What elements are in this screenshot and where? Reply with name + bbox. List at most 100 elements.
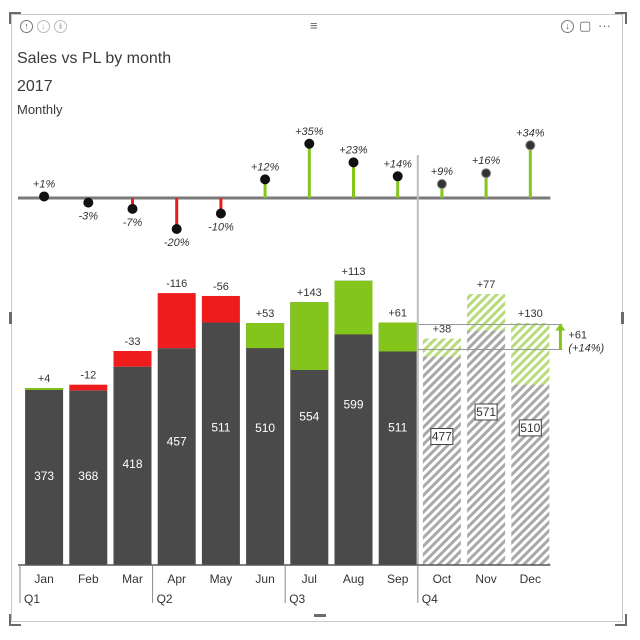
variance-pin-head [171, 224, 182, 234]
variance-pin-head [392, 171, 403, 182]
absolute-bar-layer: +4 373 -12 368 -33 418 -116 457 -56 511 +53 510 +143… [25, 155, 605, 565]
variance-percent-label: +14% [383, 158, 412, 170]
base-bar [422, 338, 461, 565]
up-arrow-icon[interactable]: ↑ [20, 20, 33, 33]
variance-percent-label: +35% [295, 126, 324, 138]
variance-segment [378, 322, 417, 352]
more-options-icon[interactable]: ··· [598, 18, 611, 33]
drill-icon[interactable]: ↓ [37, 20, 50, 33]
total-annotation-percent: (+14%) [568, 343, 604, 355]
variance-segment [25, 388, 64, 390]
forecast-value-box [474, 403, 498, 421]
base-bar [246, 323, 285, 565]
resize-handle-top-right[interactable] [615, 12, 627, 24]
variance-value-label: +53 [256, 308, 275, 320]
relative-variance-layer: +1% -3% -7% -20% -10% +12% +35% +23% +14% +9% +16%… [18, 126, 551, 249]
variance-segment [334, 280, 373, 335]
month-label: Dec [520, 572, 541, 586]
variance-value-label: -33 [125, 336, 141, 348]
variance-value-label: -56 [213, 281, 229, 293]
variance-percent-label: +34% [516, 127, 545, 139]
variance-pin-head [260, 174, 271, 185]
quarter-label: Q1 [24, 592, 40, 606]
base-bar [157, 348, 196, 565]
base-bar [69, 390, 108, 565]
resize-handle-bottom-left[interactable] [9, 614, 21, 626]
month-label: Sep [387, 572, 409, 586]
variance-percent-label: -3% [79, 211, 99, 223]
month-label: May [210, 572, 233, 586]
variance-segment [69, 384, 108, 391]
variance-value-label: +77 [477, 279, 496, 291]
resize-handle-top-left[interactable] [9, 12, 21, 24]
variance-segment [157, 293, 196, 349]
bar-value-label: 510 [255, 421, 275, 435]
month-label: Jun [255, 572, 274, 586]
bar-value-label: 457 [167, 435, 187, 449]
month-label: Jan [34, 572, 53, 586]
variance-value-label: +130 [518, 308, 543, 320]
month-label: Nov [475, 572, 496, 586]
resize-handle-bottom-right[interactable] [615, 614, 627, 626]
variance-segment [422, 338, 461, 357]
variance-percent-label: +23% [339, 144, 368, 156]
bar-value-label: 418 [122, 457, 142, 471]
variance-percent-label: +9% [431, 166, 454, 178]
download-icon[interactable]: ↓ [561, 20, 574, 33]
variance-percent-label: -7% [123, 217, 143, 229]
variance-value-label: +113 [342, 266, 366, 278]
variance-percent-label: +16% [472, 155, 501, 167]
variance-pin-head [481, 168, 492, 179]
base-bar [201, 322, 240, 565]
variance-pin-head [304, 138, 315, 149]
variance-pin-head [39, 191, 50, 202]
variance-segment [201, 295, 240, 323]
variance-value-label: +4 [38, 373, 51, 385]
base-bar [378, 322, 417, 565]
variance-value-label: -12 [80, 370, 96, 382]
quarter-label: Q3 [289, 592, 305, 606]
variance-pin-head [525, 140, 536, 151]
forecast-value-box [518, 419, 542, 437]
chart-title: Sales vs PL by month [17, 50, 172, 67]
bar-value-label: 554 [299, 409, 319, 423]
variance-percent-label: +1% [33, 178, 56, 190]
resize-handle-left[interactable] [9, 312, 12, 324]
variance-pin-head [348, 157, 359, 168]
quarter-label: Q2 [157, 592, 173, 606]
expand-all-icon[interactable]: ↡ [54, 20, 67, 33]
focus-mode-icon[interactable]: ▢ [579, 18, 592, 33]
month-label: Apr [167, 572, 186, 586]
bar-value-label: 511 [211, 421, 230, 435]
forecast-value-box [430, 428, 454, 446]
base-bar [467, 294, 506, 565]
variance-segment [290, 302, 329, 370]
bar-value-label: 373 [34, 469, 54, 483]
period-label: Monthly [17, 102, 63, 117]
bar-value-label: 368 [78, 469, 98, 483]
variance-segment [113, 351, 152, 367]
bar-value-label: 571 [476, 405, 496, 419]
variance-value-label: -116 [166, 278, 187, 290]
quarter-label: Q4 [422, 592, 438, 606]
variance-pin-head [127, 203, 138, 214]
month-label: Jul [302, 572, 317, 586]
month-label: Feb [78, 572, 99, 586]
resize-handle-bottom[interactable] [314, 614, 326, 617]
variance-pin-head [215, 208, 226, 219]
variance-pin-head [436, 179, 447, 190]
variance-percent-label: +12% [251, 161, 280, 173]
variance-percent-label: -10% [208, 222, 234, 234]
bar-value-label: 477 [432, 430, 452, 444]
month-label: Oct [433, 572, 452, 586]
variance-segment [511, 323, 550, 385]
drag-handle-icon[interactable]: ≡ [310, 18, 318, 33]
variance-value-label: +38 [433, 324, 452, 336]
base-bar [113, 366, 152, 565]
total-annotation-value: +61 [568, 330, 587, 342]
variance-segment [246, 323, 285, 349]
resize-handle-right[interactable] [621, 312, 624, 324]
bar-value-label: 599 [343, 398, 363, 412]
variance-segment [467, 294, 506, 331]
